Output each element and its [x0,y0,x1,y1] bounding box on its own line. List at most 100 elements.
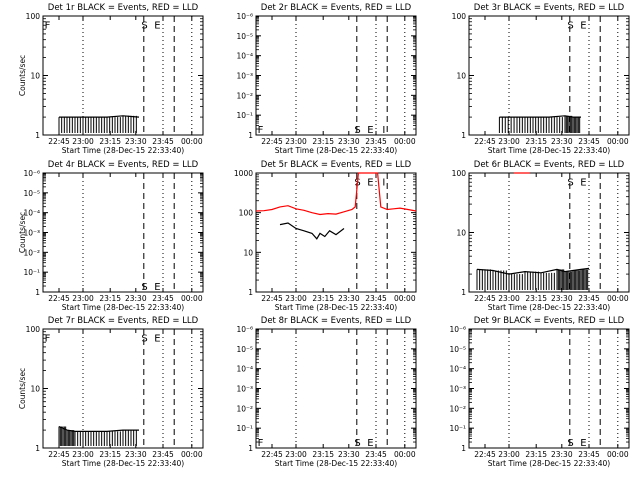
detector-panel: Det 8r BLACK = Events, RED = LLD 1 10⁻¹ 10⁻… [236,316,417,468]
y-tick-label: 1 [248,444,253,453]
y-tick-label: 10⁻² [236,404,253,413]
y-tick-label: 10⁻⁴ [236,365,253,374]
x-tick-label: 22:45 [261,294,283,303]
y-tick-label: 10⁻² [23,248,40,257]
y-tick-label: 10⁻³ [449,385,466,394]
y-tick-label: 10⁻³ [23,229,40,238]
detector-panel: Det 3r BLACK = Events, RED = LLD 1 10 100 22… [452,3,630,155]
panel-title: Det 5r BLACK = Events, RED = LLD [261,160,412,170]
marker-letter: F [258,125,264,136]
y-tick-label: 10 [243,248,253,257]
detector-panel: Det 9r BLACK = Events, RED = LLD 1 10⁻¹ 10⁻… [449,316,630,468]
y-tick-label: 1 [461,288,466,297]
x-axis-label: Start Time (28-Dec-15 22:33:40) [62,303,184,312]
x-tick-label: 23:30 [338,294,360,303]
x-tick-label: 23:45 [578,137,600,146]
marker-letter: F [45,333,51,344]
series-line [255,172,417,216]
x-tick-label: 00:00 [607,450,629,459]
panel-title: Det 3r BLACK = Events, RED = LLD [474,3,625,13]
marker-letter: S [141,333,147,344]
x-tick-label: 23:15 [525,450,547,459]
x-tick-label: 23:00 [498,450,520,459]
panel-title: Det 1r BLACK = Events, RED = LLD [48,3,199,13]
y-tick-label: 10 [30,72,40,81]
panel-title: Det 7r BLACK = Events, RED = LLD [48,316,199,326]
marker-letter: S [567,177,573,188]
plot-frame [255,15,417,136]
y-tick-label: 10 [456,229,466,238]
x-tick-label: 23:15 [312,137,334,146]
detector-panel: Det 6r BLACK = Events, RED = LLD 1 10 100 22… [452,160,630,312]
y-tick-label: 10⁻³ [236,385,253,394]
panel-title: Det 8r BLACK = Events, RED = LLD [261,316,412,326]
y-tick-label: 10⁻⁶ [236,12,253,21]
x-tick-label: 23:45 [365,450,387,459]
y-tick-label: 1 [35,444,40,453]
detector-panel: Det 5r BLACK = Events, RED = LLD 1 10 100 10… [234,160,417,312]
y-tick-label: 10⁻⁵ [449,345,466,354]
x-tick-label: 22:45 [261,137,283,146]
x-tick-label: 00:00 [394,450,416,459]
x-tick-label: 23:15 [312,294,334,303]
x-tick-label: 00:00 [607,137,629,146]
x-tick-label: 22:45 [48,294,70,303]
y-tick-label: 100 [239,209,254,218]
x-tick-label: 23:15 [99,294,121,303]
plot-frame [42,172,204,293]
x-tick-label: 23:15 [525,294,547,303]
y-tick-label: 10⁻⁴ [23,209,40,218]
y-tick-label: 1 [248,288,253,297]
y-tick-label: 10⁻¹ [449,424,466,433]
y-tick-label: 1 [35,131,40,140]
y-tick-label: 100 [26,325,41,334]
x-tick-label: 22:45 [474,450,496,459]
y-axis-label: Counts/sec [18,55,27,96]
marker-letter: E [580,177,586,188]
y-tick-label: 10⁻⁶ [23,169,40,178]
marker-letter: E [367,438,373,449]
y-tick-label: 10⁻² [236,91,253,100]
marker-letter: I [382,125,385,136]
x-tick-label: 23:45 [152,450,174,459]
y-tick-label: 10⁻⁵ [236,345,253,354]
x-tick-label: 23:45 [152,294,174,303]
marker-letter: F [45,20,51,31]
marker-letter: F [258,438,264,449]
x-tick-label: 23:45 [578,294,600,303]
x-tick-label: 23:30 [551,294,573,303]
marker-letter: S [141,20,147,31]
x-tick-label: 00:00 [181,137,203,146]
y-tick-label: 10 [30,385,40,394]
x-tick-label: 23:00 [72,294,94,303]
marker-letter: S [354,438,360,449]
plot-frame [255,328,417,449]
y-tick-label: 10 [456,72,466,81]
detector-panel: Det 1r BLACK = Events, RED = LLD 1 10 100 22… [18,3,204,155]
y-tick-label: 1000 [234,169,253,178]
x-tick-label: 23:30 [125,294,147,303]
y-tick-label: 100 [452,169,467,178]
y-tick-label: 100 [452,12,467,21]
x-tick-label: 23:00 [72,450,94,459]
y-tick-label: 10⁻¹ [236,111,253,120]
marker-letter: S [141,282,147,293]
panel-title: Det 9r BLACK = Events, RED = LLD [474,316,625,326]
x-tick-label: 23:00 [285,450,307,459]
x-tick-label: 22:45 [261,450,283,459]
x-tick-label: 23:00 [498,137,520,146]
x-tick-label: 23:30 [338,137,360,146]
x-tick-label: 00:00 [394,294,416,303]
x-tick-label: 23:15 [525,137,547,146]
detector-panel: Det 7r BLACK = Events, RED = LLD 1 10 100 22… [18,316,204,468]
y-tick-label: 10⁻² [449,404,466,413]
x-tick-label: 23:45 [365,294,387,303]
y-tick-label: 1 [461,444,466,453]
x-tick-label: 22:45 [474,137,496,146]
x-tick-label: 00:00 [181,450,203,459]
x-tick-label: 23:45 [578,450,600,459]
marker-letter: S [354,125,360,136]
x-tick-label: 22:45 [474,294,496,303]
x-axis-label: Start Time (28-Dec-15 22:33:40) [488,303,610,312]
